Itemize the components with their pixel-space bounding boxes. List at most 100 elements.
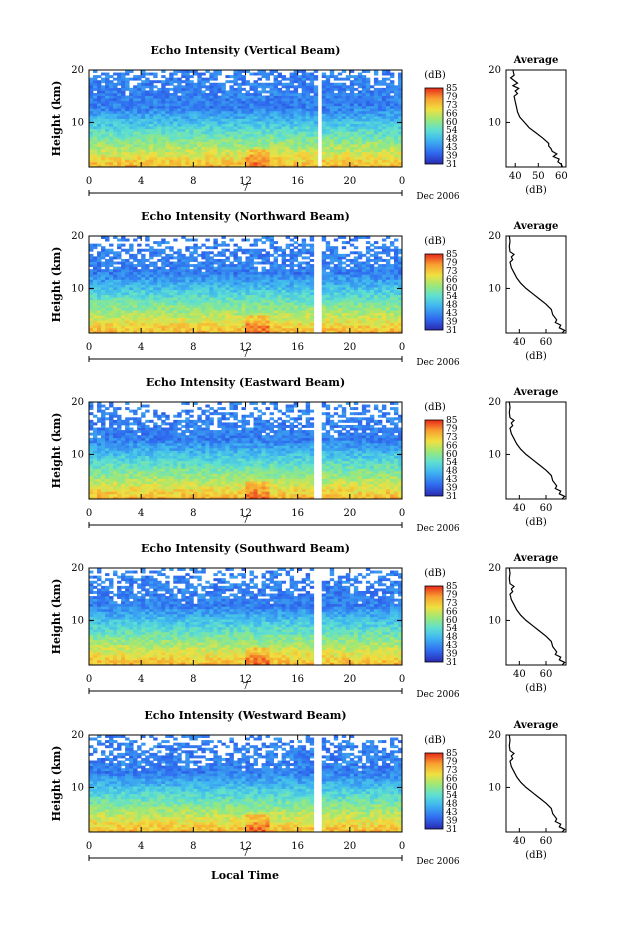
heatmap-cell [309,246,315,250]
heatmap-cell [369,156,375,160]
heatmap-cell [201,131,206,135]
heatmap-cell [257,297,262,301]
heatmap-cell [169,138,174,142]
heatmap-cell [229,151,234,155]
heatmap-cell [365,108,371,112]
heatmap-cell [289,294,295,298]
heatmap-cell [213,325,218,329]
heatmap-cell [209,330,214,334]
heatmap-cell [185,261,190,265]
heatmap-cell [373,77,379,81]
heatmap-cell [289,258,295,262]
heatmap-cell [369,312,375,316]
heatmap-cell [313,118,319,122]
heatmap-cell [393,103,399,107]
heatmap-cell [105,146,110,150]
heatmap-cell [149,248,154,252]
heatmap-cell [109,138,114,142]
heatmap-cell [177,330,182,334]
heatmap-cell [277,299,283,303]
heatmap-cell [145,146,150,150]
heatmap-cell [341,261,347,265]
heatmap-cell [257,108,262,112]
heatmap-cell [337,320,343,324]
heatmap-cell [185,123,190,127]
y-axis-label: Height (km) [50,81,63,157]
heatmap-cell [341,105,347,109]
heatmap-cell [273,317,278,321]
heatmap-cell [181,320,186,324]
heatmap-cell [257,133,262,137]
heatmap-cell [329,108,335,112]
heatmap-cell [225,103,230,107]
heatmap-cell [285,87,291,91]
heatmap-cell [197,271,202,275]
heatmap-cell [189,131,194,135]
heatmap-cell [377,103,383,107]
heatmap-cell [265,146,270,150]
heatmap-cell [309,243,315,247]
heatmap-cell [221,327,226,331]
heatmap-cell [293,115,299,119]
heatmap-cell [217,126,222,130]
heatmap-cell [225,287,230,290]
heatmap-cell [237,276,242,280]
heatmap-cell [181,299,186,303]
heatmap-cell [373,133,379,137]
heatmap-cell [249,251,254,255]
heatmap-cell [337,100,343,104]
heatmap-cell [137,292,142,296]
heatmap-cell [269,292,274,296]
heatmap-cell [145,276,150,280]
heatmap-cell [205,287,210,290]
heatmap-cell [337,90,343,94]
heatmap-cell [237,77,242,81]
heatmap-cell [245,128,250,132]
heatmap-cell [321,315,327,319]
heatmap-cell [281,156,287,160]
heatmap-cell [193,103,198,107]
heatmap-cell [185,276,190,280]
heatmap-cell [289,133,295,137]
heatmap-cell [157,161,162,165]
heatmap-cell [113,281,118,285]
heatmap-cell [129,310,134,313]
heatmap-cell [361,327,367,331]
heatmap-cell [93,261,98,265]
heatmap-cell [257,131,262,135]
heatmap-cell [257,154,262,158]
heatmap-cell [173,121,178,124]
heatmap-cell [89,258,94,262]
heatmap-cell [353,131,359,135]
heatmap-cell [337,256,343,260]
heatmap-cell [361,75,367,79]
heatmap-cell [381,154,387,158]
heatmap-cell [181,307,186,311]
heatmap-cell [189,98,194,102]
heatmap-cell [245,95,250,99]
heatmap-cell [353,256,359,260]
heatmap-cell [241,299,246,303]
heatmap-cell [233,72,238,76]
heatmap-cell [205,123,210,127]
heatmap-cell [297,126,303,130]
heatmap-cell [217,70,222,73]
heatmap-cell [233,266,238,270]
heatmap-cell [109,330,114,334]
heatmap-cell [253,108,258,112]
heatmap-cell [169,299,174,303]
heatmap-cell [157,297,162,301]
heatmap-cell [221,322,226,326]
heatmap-cell [161,92,166,96]
heatmap-cell [185,103,190,107]
heatmap-cell [277,149,283,153]
heatmap-cell [309,271,315,275]
heatmap-cell [373,70,379,73]
heatmap-cell [113,141,118,145]
heatmap-cell [141,281,146,285]
heatmap-cell [389,146,395,150]
heatmap-cell [349,128,355,132]
heatmap-cell [349,322,355,326]
heatmap-cell [237,312,242,316]
heatmap-cell [221,312,226,316]
